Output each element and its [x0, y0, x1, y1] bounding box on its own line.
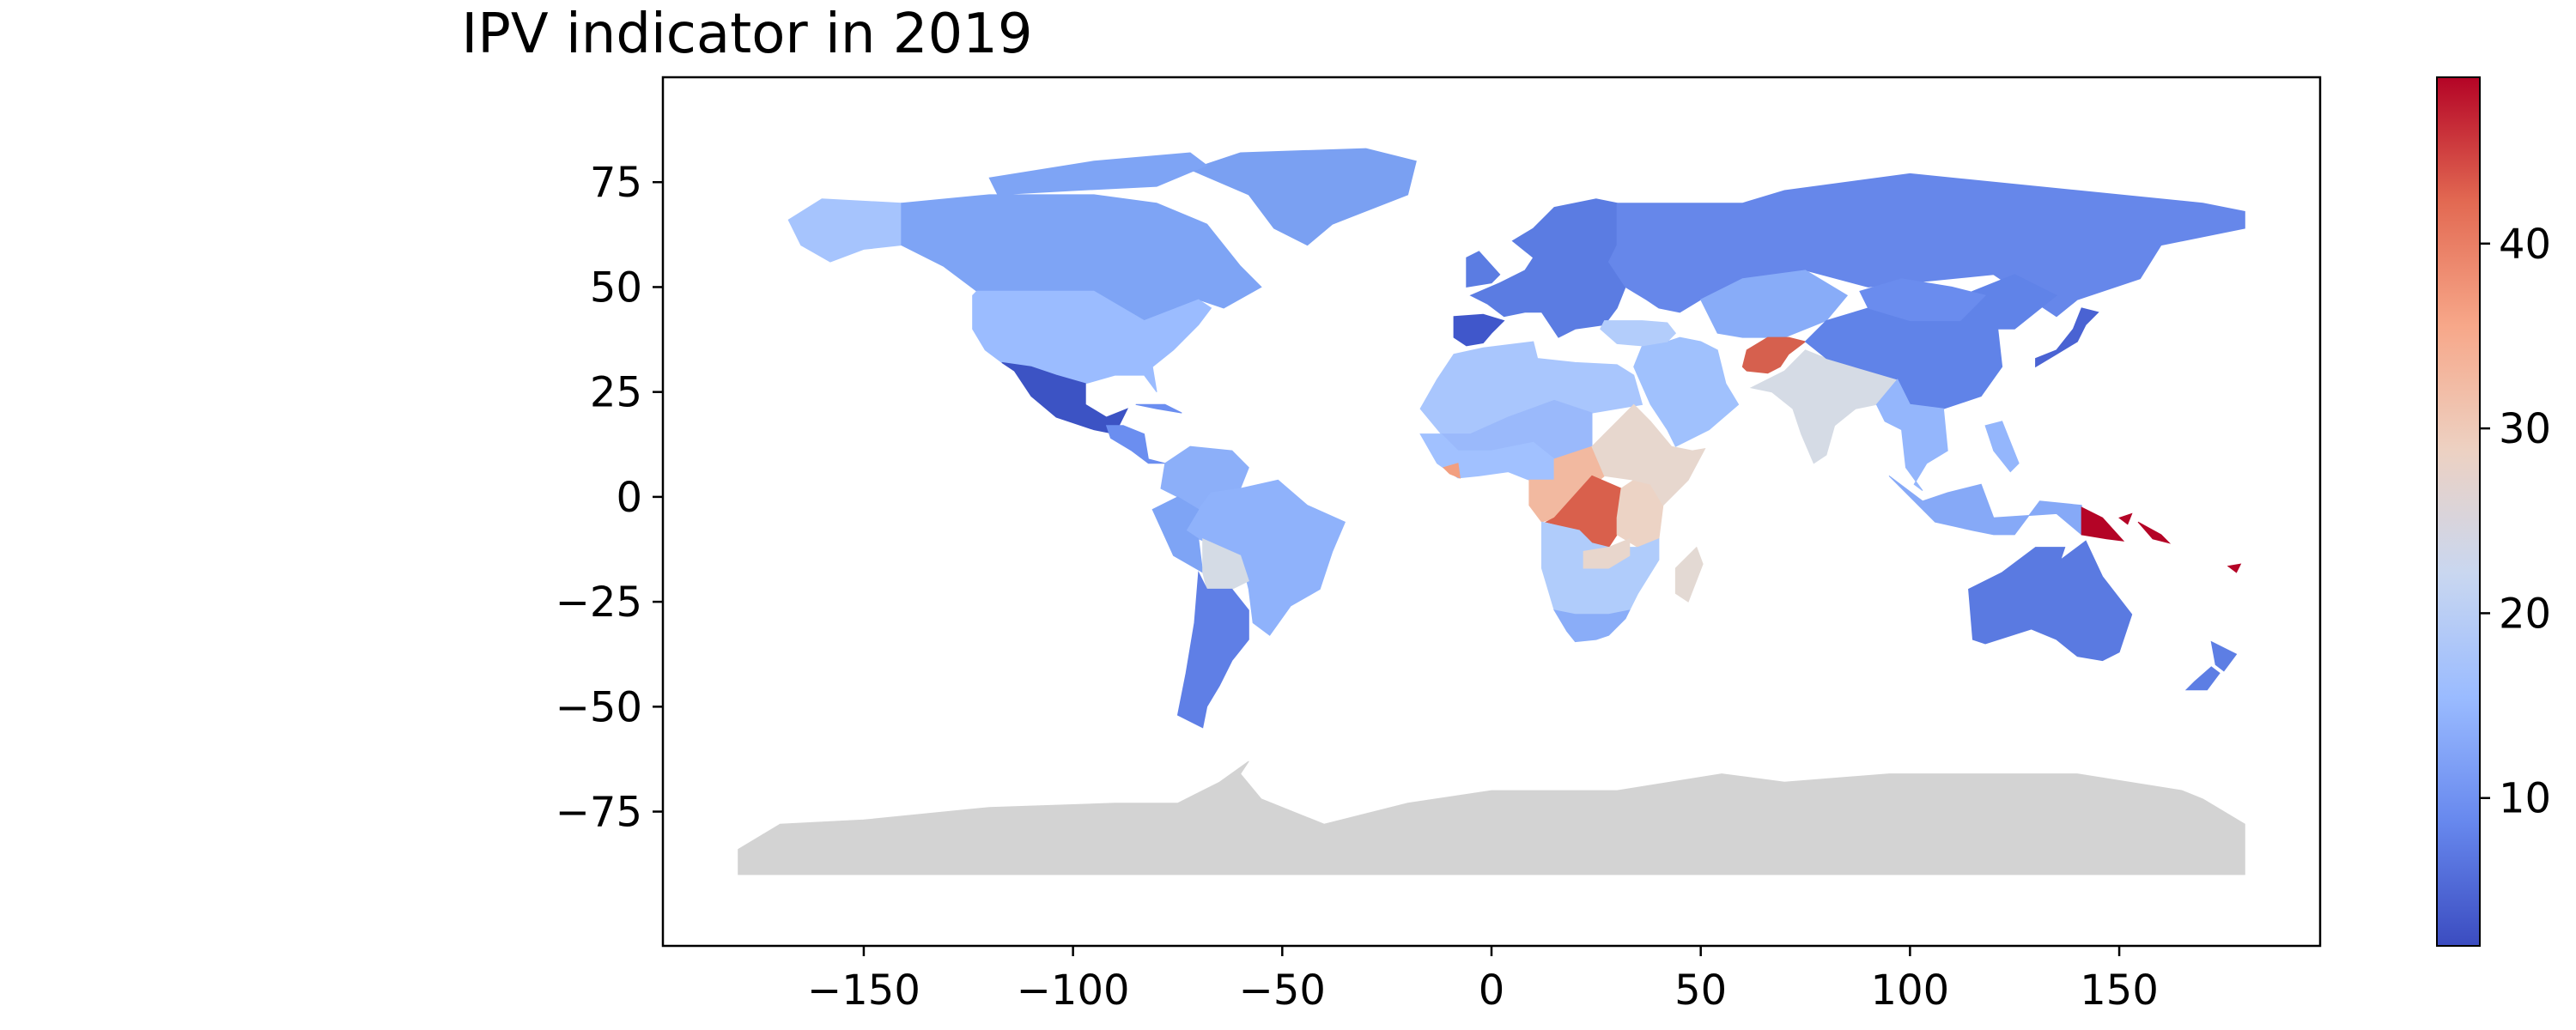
map-layer [738, 148, 2245, 876]
region-madagascar [1674, 546, 1704, 603]
region-peru [1151, 496, 1204, 573]
y-tick-label: −75 [556, 789, 642, 837]
x-tick-label: 0 [1479, 966, 1505, 1015]
colorbar [2436, 76, 2481, 947]
region-ethiopia [1591, 403, 1706, 506]
y-tick-label: 25 [590, 369, 642, 417]
y-tick-label: −50 [556, 683, 642, 731]
x-tick-label: 50 [1674, 966, 1727, 1015]
chart-title: IPV indicator in 2019 [461, 3, 1033, 66]
region-south-africa [1553, 609, 1631, 643]
region-spain [1453, 313, 1505, 347]
region-liberia [1443, 463, 1461, 479]
y-tick-label: 75 [590, 159, 642, 207]
x-tick-label: 150 [2080, 966, 2159, 1015]
region-australia [1968, 540, 2133, 662]
x-tick-label: 100 [1871, 966, 1950, 1015]
region-greenland [1188, 148, 1417, 246]
colorbar-ticks: 10 20 30 40 [2480, 221, 2551, 823]
region-turkey [1600, 320, 1677, 347]
region-dr-congo [1544, 475, 1622, 548]
colorbar-tick-label: 10 [2499, 775, 2551, 823]
x-tick-label: −100 [1017, 966, 1130, 1015]
region-canada [901, 152, 1262, 322]
region-japan [2035, 307, 2099, 368]
region-argentina-chile [1176, 571, 1249, 729]
y-tick-label: −25 [556, 579, 642, 627]
colorbar-tick-label: 30 [2499, 405, 2551, 453]
region-antarctica [738, 760, 2245, 876]
region-papua-new-guinea [2081, 506, 2242, 573]
region-mexico [1001, 361, 1129, 435]
colorbar-tick-label: 20 [2499, 590, 2551, 638]
x-tick-label: −150 [807, 966, 920, 1015]
x-tick-label: −50 [1239, 966, 1326, 1015]
region-mongolia [1859, 278, 1987, 322]
region-afghanistan [1741, 336, 1807, 374]
region-zambia [1583, 538, 1631, 569]
y-tick-label: 50 [590, 264, 642, 312]
x-axis: −150 −100 −50 0 50 100 150 [807, 946, 2159, 1015]
region-southeast-asia [1875, 379, 2020, 491]
colorbar-tick-label: 40 [2499, 221, 2551, 269]
y-tick-label: 0 [616, 474, 642, 522]
region-india [1749, 349, 1899, 464]
region-new-zealand [2184, 640, 2238, 691]
y-axis: 75 50 25 0 −25 −50 −75 [556, 159, 663, 837]
region-alaska [787, 198, 902, 263]
